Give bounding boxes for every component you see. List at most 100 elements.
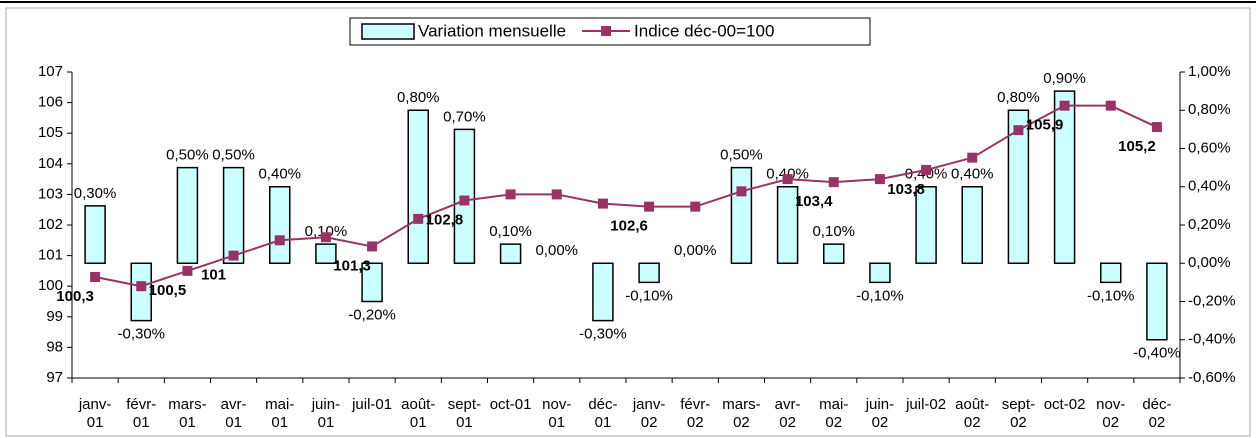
x-tick-label: févr-02	[680, 396, 711, 431]
y-tick-label: 98	[46, 338, 63, 355]
line-label: 100,3	[56, 288, 94, 305]
x-tick-label: juin-02	[865, 396, 895, 431]
line-label: 101	[201, 267, 226, 284]
bar	[776, 186, 799, 264]
x-tick-label: août-02	[955, 396, 990, 431]
x-tick-label: nov-01	[542, 396, 572, 431]
marker	[736, 186, 747, 197]
x-tick-label: mai-02	[819, 396, 849, 431]
marker	[597, 198, 608, 209]
y2-tick-label: -0,20%	[1188, 292, 1236, 309]
x-tick-label: oct-02	[1043, 396, 1086, 413]
marker	[1105, 100, 1116, 111]
marker	[1013, 125, 1024, 136]
line-label: 102,6	[610, 218, 648, 235]
bar	[176, 166, 199, 264]
bar-label: 0,40%	[258, 166, 301, 183]
bar-label: 0,30%	[74, 185, 117, 202]
bar	[361, 262, 383, 303]
bar-label: 0,40%	[951, 166, 994, 183]
bar-label: 0,50%	[720, 147, 763, 164]
bar-label: 0,00%	[674, 242, 717, 259]
bar-label: 0,50%	[212, 147, 255, 164]
bar	[269, 186, 291, 264]
y-tick-label: 107	[38, 63, 63, 80]
marker	[505, 189, 516, 200]
bar	[315, 243, 337, 264]
x-tick-label: nov-02	[1096, 396, 1126, 431]
y2-tick-label: -0,40%	[1188, 331, 1236, 348]
x-tick-label: avr-01	[220, 396, 247, 431]
y-tick-label: 105	[38, 124, 63, 141]
bar	[961, 186, 983, 264]
line-label: 103,4	[795, 193, 833, 210]
marker	[413, 213, 424, 224]
line	[94, 104, 1158, 288]
marker	[690, 201, 701, 212]
x-tick-label: juil-02	[906, 396, 947, 413]
bar-label: -0,10%	[1087, 287, 1135, 304]
bar-label: 0,90%	[1043, 70, 1086, 87]
bar-label: 0,00%	[535, 242, 578, 259]
bar-label: -0,10%	[856, 287, 904, 304]
y2-tick-label: 0,40%	[1188, 178, 1231, 195]
marker	[228, 250, 239, 261]
y2-tick-label: 0,60%	[1188, 139, 1231, 156]
bar-label: 0,10%	[305, 223, 348, 240]
y-tick-label: 99	[46, 308, 63, 325]
bar-label: -0,20%	[348, 306, 396, 323]
bar-label: -0,10%	[625, 287, 673, 304]
y-tick-label: 100	[38, 277, 63, 294]
y2-tick-label: 0,80%	[1188, 101, 1231, 118]
y-tick-label: 103	[38, 185, 63, 202]
bar	[130, 262, 152, 322]
marker	[551, 189, 562, 200]
marker	[90, 272, 101, 283]
y-tick-label: 97	[46, 369, 63, 386]
bar	[869, 262, 891, 284]
y2-tick-label: 1,00%	[1188, 63, 1231, 80]
x-tick-label: févr-01	[126, 396, 157, 431]
bar-label: -0,30%	[117, 326, 165, 343]
x-tick-label: sept-01	[447, 396, 482, 431]
bar	[730, 166, 753, 264]
bar-label: 0,10%	[489, 223, 532, 240]
chart-border	[5, 7, 1251, 437]
x-tick-label: déc-01	[588, 396, 618, 431]
y2-tick-label: 0,20%	[1188, 216, 1231, 233]
line-label: 105,2	[1118, 138, 1156, 155]
bar	[84, 205, 106, 264]
bar	[1100, 262, 1122, 284]
marker	[782, 174, 793, 185]
marker	[274, 235, 285, 246]
y-tick-label: 104	[38, 155, 63, 172]
bar	[1007, 109, 1030, 264]
x-tick-label: oct-01	[489, 396, 532, 413]
bar	[823, 243, 845, 264]
line-label: 101,3	[333, 257, 371, 274]
x-tick-label: mars-02	[722, 396, 761, 431]
x-tick-label: mars-01	[168, 396, 207, 431]
bar	[407, 109, 429, 264]
bar-label: 0,80%	[397, 89, 440, 106]
x-tick-label: juil-01	[352, 396, 393, 413]
bar	[638, 262, 660, 284]
bar	[222, 166, 245, 264]
line-label: 103,8	[887, 181, 925, 198]
marker	[644, 201, 655, 212]
bar	[499, 243, 522, 264]
x-tick-label: mai-01	[265, 396, 295, 431]
y-tick-label: 102	[38, 216, 63, 233]
x-tick-label: sept-02	[1001, 396, 1036, 431]
x-tick-label: déc-02	[1142, 396, 1172, 431]
line-label: 102,8	[426, 211, 464, 228]
marker	[459, 195, 470, 206]
x-tick-label: août-01	[401, 396, 436, 431]
y-tick-label: 106	[38, 94, 63, 111]
bar	[1146, 262, 1168, 341]
y-tick-label: 101	[38, 247, 63, 264]
x-tick-label: avr-02	[774, 396, 801, 431]
bar	[1053, 90, 1076, 264]
marker	[828, 177, 839, 188]
